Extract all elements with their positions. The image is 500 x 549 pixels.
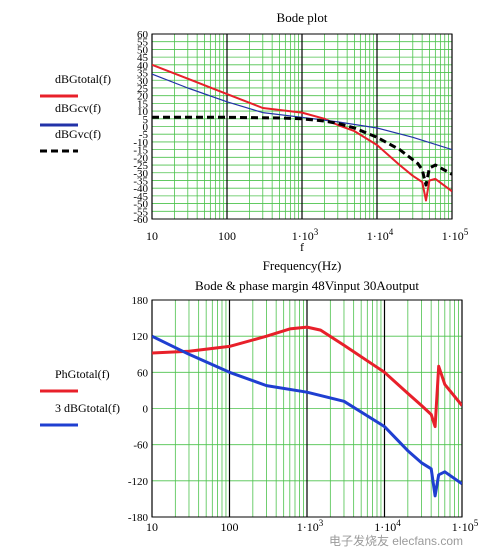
y-tick-label: 25 [137,83,149,95]
y-tick-label: -180 [128,512,149,524]
legend-phgtotal: PhGtotal(f) [40,367,110,393]
x-tick-exponent: 4 [396,518,401,528]
y-tick-label: 40 [137,60,149,72]
y-tick-label: -45 [133,191,148,203]
y-tick-label: -40 [133,183,148,195]
legend-label: dBGtotal(f) [55,72,111,86]
y-tick-label: 10 [137,106,149,118]
y-tick-label: -60 [133,440,148,452]
series-line-3-dbgtotal-f- [152,334,462,498]
y-tick-label: -35 [133,175,148,187]
y-tick-label: 5 [143,114,149,126]
x-axis-label: Frequency(Hz) [263,258,342,273]
y-tick-label: -60 [133,214,148,226]
y-tick-label: 0 [143,122,149,134]
y-tick-label: 60 [137,29,149,41]
series-line-dbgvc-f- [152,115,452,187]
watermark: 电子发烧友 elecfans.com [329,533,463,548]
y-tick-label: -120 [128,476,149,488]
y-tick-label: -25 [133,160,148,172]
plot-frame [151,299,463,518]
chart-title: Bode plot [277,10,328,25]
chart-1: 605550454035302520151050-5-10-15-20-25-3… [40,10,469,273]
chart-1-grid [151,33,453,220]
chart-2-grid [151,299,463,518]
x-tick-label: 1·104 [367,227,394,243]
x-tick-label: 1·104 [374,518,401,534]
y-tick-label: 45 [137,52,149,64]
y-tick-label: -10 [133,137,148,149]
legend-label: PhGtotal(f) [55,367,110,381]
legend-dbgvc: dBGvc(f) [40,127,101,153]
x-tick-label: 1·105 [452,518,479,534]
x-tick-label: 100 [221,520,239,534]
y-tick-label: 180 [132,295,149,307]
legend-label: dBGvc(f) [55,127,101,141]
x-tick-label: 10 [146,520,158,534]
y-tick-label: 60 [137,367,149,379]
x-tick-exponent: 5 [464,227,469,237]
x-tick-label: 1·103 [297,518,324,534]
y-tick-label: 15 [137,98,149,110]
y-tick-label: 50 [137,44,149,56]
y-tick-label: 55 [137,37,149,49]
legend-dbgtotal: dBGtotal(f) [40,72,111,98]
y-tick-label: 20 [137,91,149,103]
x-tick-exponent: 5 [474,518,479,528]
x-tick-label: 100 [218,229,236,243]
legend-3dbgtotal: 3 dBGtotal(f) [40,401,120,427]
x-tick-label: 1·103 [292,227,319,243]
y-tick-label: 120 [132,331,149,343]
y-tick-label: -50 [133,199,148,211]
y-tick-label: -20 [133,152,148,164]
y-tick-label: -30 [133,168,148,180]
legend-dbgcv: dBGcv(f) [40,101,101,127]
x-axis-variable: f [300,240,304,254]
series-line-dbgtotal-f- [152,63,452,202]
y-tick-label: 30 [137,75,149,87]
y-tick-label: 0 [143,404,149,416]
x-tick-label: 10 [146,229,158,243]
plot-frame [151,33,453,220]
legend-label: dBGcv(f) [55,101,101,115]
x-tick-exponent: 3 [319,518,324,528]
y-tick-label: -55 [133,206,148,218]
legend-label: 3 dBGtotal(f) [55,401,120,415]
x-tick-exponent: 4 [389,227,394,237]
chart-title: Bode & phase margin 48Vinput 30Aoutput [195,278,419,293]
y-tick-label: -15 [133,145,148,157]
x-tick-label: 1·105 [442,227,469,243]
y-tick-label: -5 [139,129,149,141]
series-line-phgtotal-f- [152,325,462,429]
x-tick-exponent: 3 [314,227,319,237]
y-tick-label: 35 [137,68,149,80]
